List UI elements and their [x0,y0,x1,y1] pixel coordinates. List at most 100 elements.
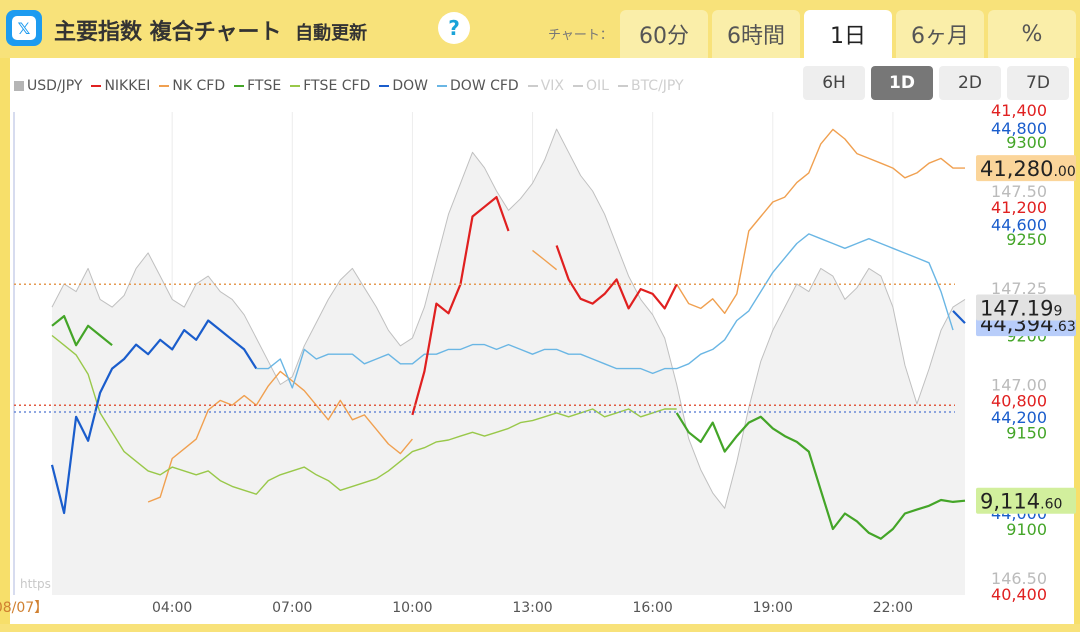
x-tick-label: 04:00 [152,600,192,616]
series-line [676,128,965,314]
series-line [51,334,677,495]
legend-item[interactable]: DOW [379,78,428,94]
badge-text: 41,280.00 [980,157,1076,181]
x-tick-label: 19:00 [753,600,793,616]
legend-item[interactable]: FTSE [234,78,281,94]
current-value-badge: 41,280.00 [976,155,1076,182]
range-buttons: 6H 1D 2D 7D [803,66,1075,100]
legend-swatch [159,85,170,87]
y-axis-label: 44,200 [991,408,1047,427]
legend-label: OIL [586,78,609,94]
y-axis-label: 9150 [1006,423,1047,442]
legend-item[interactable]: FTSE CFD [290,78,370,94]
help-button[interactable]: ? [438,12,470,44]
range-button-2d[interactable]: 2D [939,66,1001,100]
legend-swatch [290,85,301,87]
y-axis-label: 9250 [1006,230,1047,249]
y-axis-label: 41,400 [991,101,1047,120]
chart-label: チャート： [548,28,613,43]
legend-swatch [234,85,245,87]
legend-item[interactable]: DOW CFD [437,78,519,94]
current-value-badge: 9,114.60 [976,487,1076,514]
y-axis-label: 9300 [1006,133,1047,152]
legend-label: DOW [392,78,429,94]
x-tick-label: 16:00 [632,600,672,616]
legend-item[interactable]: USD/JPY [14,78,82,94]
badge-main: 41,280 [980,157,1053,181]
range-button-6h[interactable]: 6H [803,66,865,100]
x-share-button[interactable]: 𝕏 [6,10,42,46]
badge-text: 147.199 [980,296,1062,320]
badge-bg [976,155,1076,182]
series-line [51,128,966,509]
badge-decimal: .60 [1040,497,1062,513]
tab-3[interactable]: 6ヶ月 [896,10,984,58]
y-axis-label: 147.25 [991,279,1047,298]
legend-item[interactable]: NIKKEI [91,78,150,94]
series-line [952,310,966,324]
legend-swatch [91,85,102,87]
legend-label: FTSE [247,78,282,94]
title-main: 主要指数 [54,20,143,45]
legend-label: FTSE CFD [303,78,371,94]
legend-swatch [14,81,24,91]
y-axis-label: 41,200 [991,198,1047,217]
y-axis-label: 40,400 [991,585,1047,604]
badge-text: 9,114.60 [980,490,1062,514]
tab-0[interactable]: 60分 [620,10,708,58]
legend-item[interactable]: BTC/JPY [617,78,684,94]
legend-label: NK CFD [172,78,226,94]
title-auto-update: 自動更新 [295,23,368,44]
legend-label: VIX [540,78,565,94]
x-logo-icon: 𝕏 [12,16,36,40]
legend-label: DOW CFD [450,78,519,94]
legend-item[interactable]: VIX [527,78,565,94]
range-button-7d[interactable]: 7D [1007,66,1069,100]
badge-decimal: 9 [1053,303,1062,319]
badge-decimal: .63 [1053,319,1075,335]
y-axis-label: 147.50 [991,182,1047,201]
badge-bg [976,487,1076,514]
legend-item[interactable]: NK CFD [159,78,225,94]
current-value-badge: 147.199 [976,294,1076,321]
chart-legend: USD/JPY NIKKEI NK CFD FTSE FTSE CFD DOW DOW CF… [14,78,693,94]
y-axis-label: 9100 [1006,520,1047,539]
series-line [256,233,954,389]
top-bar: 𝕏 主要指数 複合チャート 自動更新 ? チャート： 60分 6時間 1日 6ヶ月% [0,0,1080,58]
timeframe-tabs: 60分 6時間 1日 6ヶ月% [620,10,1080,58]
legend-label: NIKKEI [104,78,151,94]
badge-bg [976,294,1076,321]
x-tick-label: 13:00 [512,600,552,616]
page-title: 主要指数 複合チャート 自動更新 [54,14,367,46]
y-axis-label: 147.00 [991,376,1047,395]
legend-label: USD/JPY [27,78,83,94]
title-sub: 複合チャート [149,20,282,45]
x-tick-label: 【08/07】 [0,600,48,616]
tab-2[interactable]: 1日 [804,10,892,58]
range-button-1d[interactable]: 1D [871,66,933,100]
y-axis-label: 44,800 [991,119,1047,138]
y-axis-label: 146.50 [991,569,1047,588]
series-line [532,249,558,271]
x-tick-label: 10:00 [392,600,432,616]
y-axis-label: 44,600 [991,215,1047,234]
bottom-strip [0,624,1080,632]
series-line [51,315,113,347]
x-tick-label: 07:00 [272,600,312,616]
x-tick-label: 22:00 [873,600,913,616]
tab-1[interactable]: 6時間 [712,10,800,58]
badge-decimal: .00 [1053,164,1075,180]
legend-swatch [527,85,538,87]
series-line [50,319,258,515]
series-line [147,370,413,503]
y-axis-label: 40,800 [991,391,1047,410]
tab-4[interactable]: % [988,10,1076,58]
legend-swatch [437,85,448,87]
legend-swatch [617,85,628,87]
legend-item[interactable]: OIL [573,78,609,94]
badge-main: 147.19 [980,296,1053,320]
legend-swatch [379,85,390,87]
series-line [675,412,966,540]
series-line [555,245,678,310]
